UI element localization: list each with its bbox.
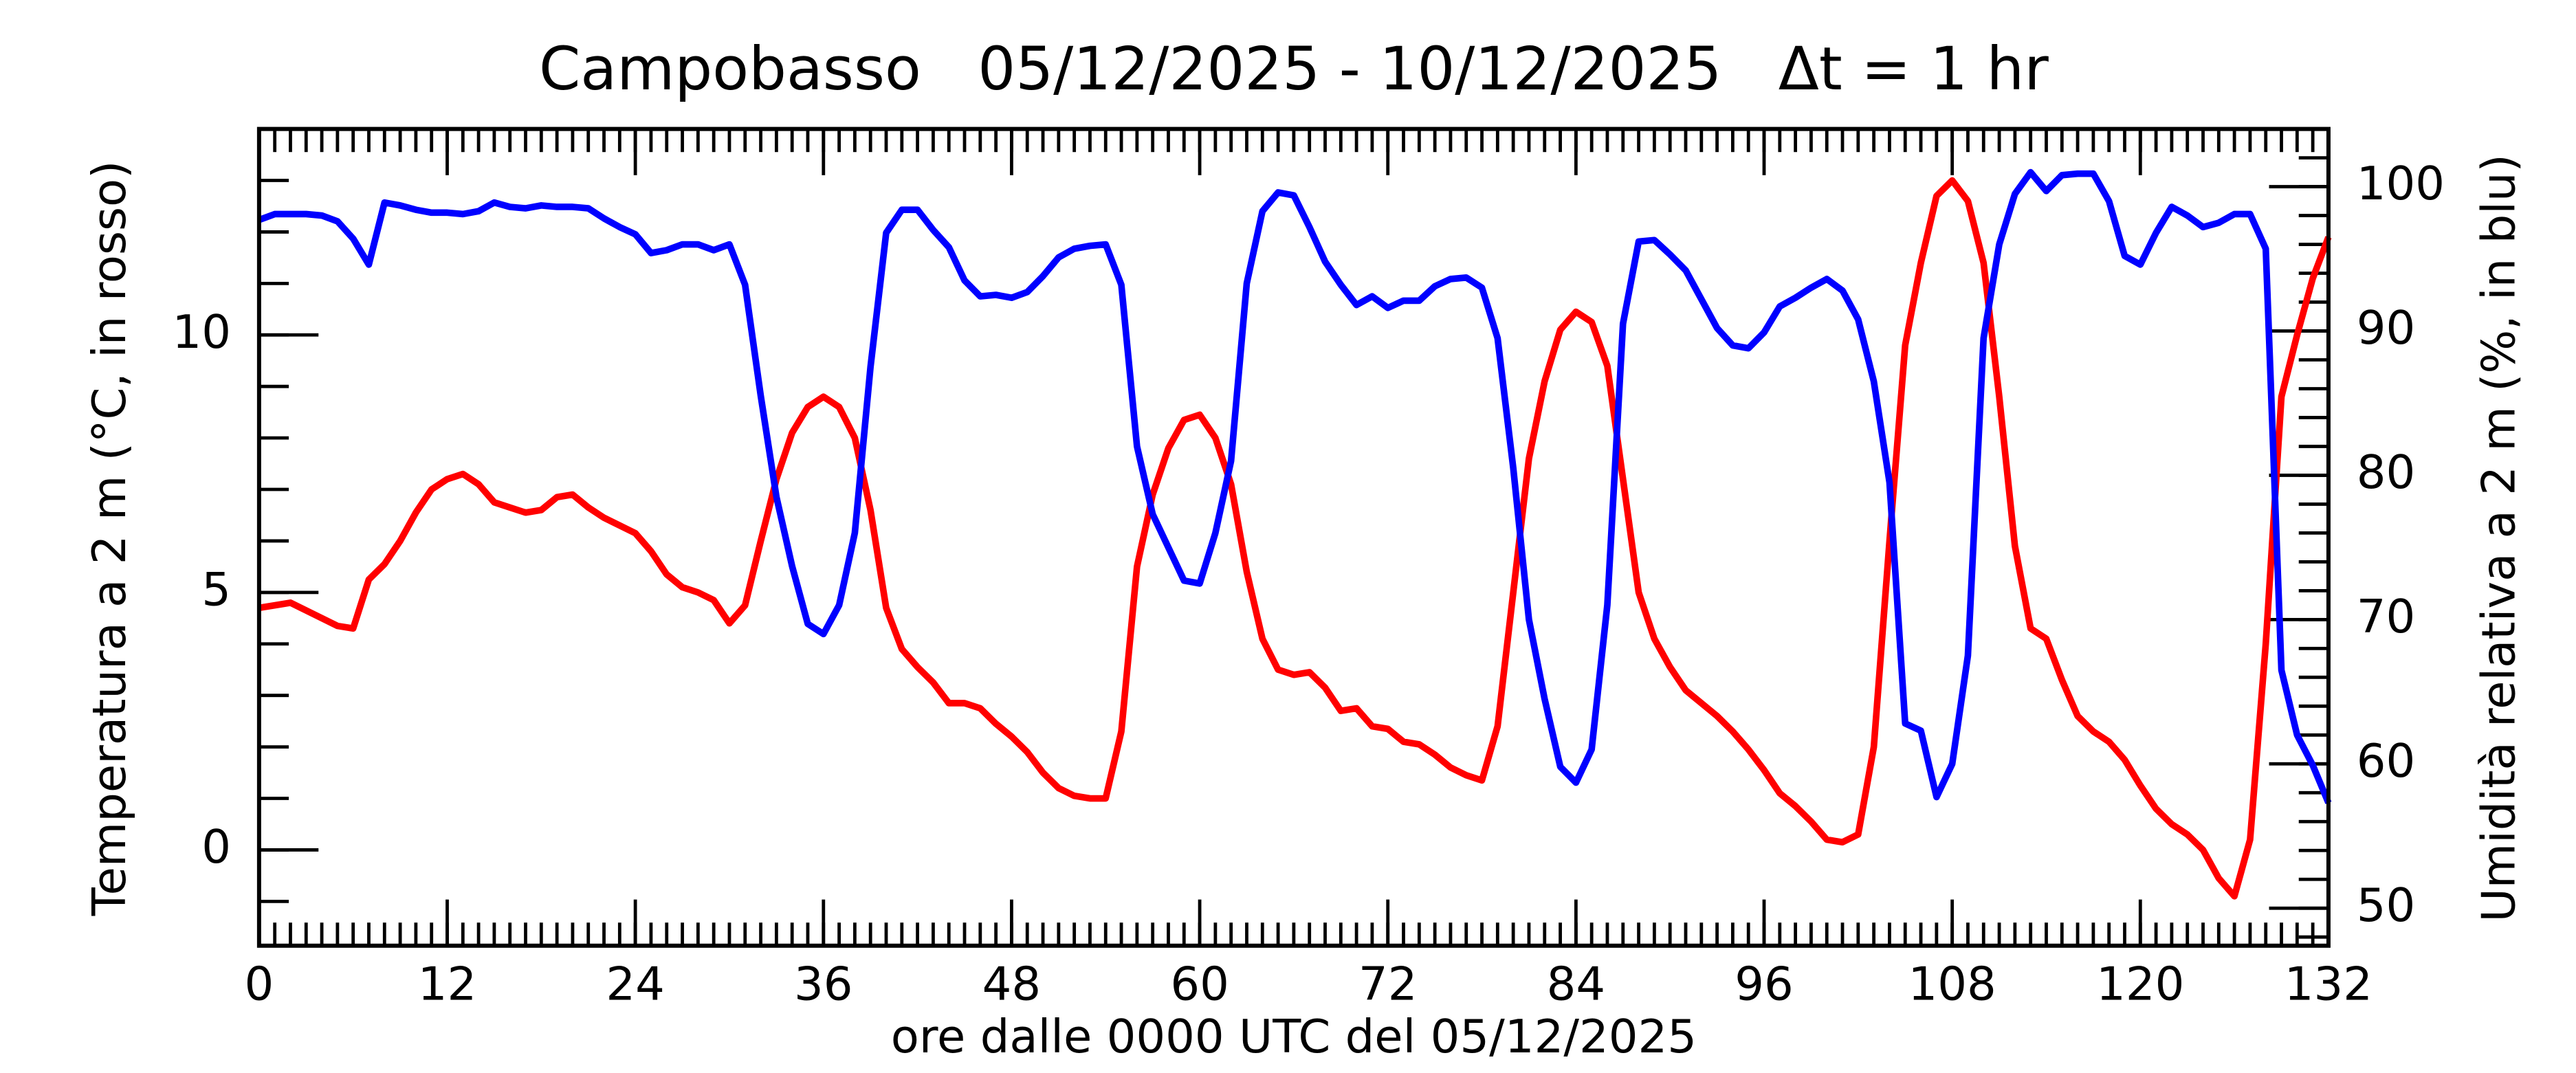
data-line — [258, 168, 2332, 804]
x-axis-label: ore dalle 0000 UTC del 05/12/2025 — [891, 1010, 1697, 1063]
data-line — [258, 177, 2332, 900]
y-tick-label: 10 — [173, 305, 232, 359]
x-tick-label: 72 — [1358, 957, 1418, 1010]
x-tick-label: 24 — [606, 957, 665, 1010]
chart-title: Campobasso 05/12/2025 - 10/12/2025 Δt = … — [539, 35, 2049, 104]
x-tick-label: 108 — [1908, 957, 1996, 1010]
x-tick-label: 36 — [794, 957, 853, 1010]
x-tick-label: 120 — [2096, 957, 2184, 1010]
x-tick-label: 84 — [1547, 957, 1606, 1010]
y2-axis-label: Umidità relativa a 2 m (%, in blu) — [2472, 154, 2526, 922]
x-tick-label: 132 — [2285, 957, 2373, 1010]
y-axis-label: Temperatura a 2 m (°C, in rosso) — [82, 161, 136, 917]
y-tick-label: 5 — [201, 562, 231, 616]
y2-tick-label: 50 — [2357, 878, 2416, 932]
plot-frame — [256, 126, 2331, 948]
y2-tick-label: 60 — [2357, 734, 2416, 788]
y2-tick-label: 100 — [2357, 157, 2445, 210]
y2-tick-label: 90 — [2357, 301, 2416, 355]
y-tick-label: 0 — [201, 820, 231, 874]
x-tick-label: 12 — [418, 957, 477, 1010]
y2-tick-label: 80 — [2357, 445, 2416, 499]
y2-tick-label: 70 — [2357, 590, 2416, 643]
x-tick-label: 48 — [982, 957, 1042, 1010]
x-tick-label: 0 — [244, 957, 274, 1010]
x-tick-label: 60 — [1170, 957, 1229, 1010]
x-tick-label: 96 — [1735, 957, 1794, 1010]
